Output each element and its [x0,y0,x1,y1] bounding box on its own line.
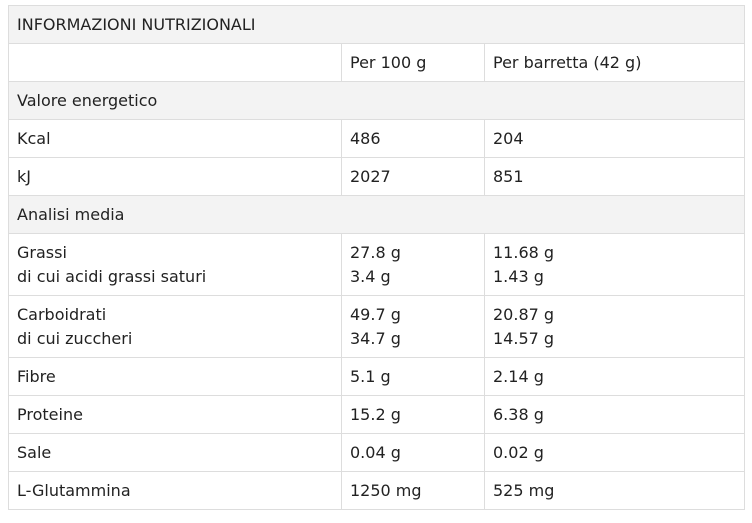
table-row: L-Glutammina 1250 mg 525 mg [8,471,745,510]
value-sub: 3.4 g [350,266,391,286]
table-row: kJ 2027 851 [8,157,745,196]
value-per-100g: 15.2 g [341,395,485,434]
label-main: Grassi [17,242,67,262]
value-per-100g: 486 [341,119,485,158]
value-per-100g: 2027 [341,157,485,196]
table-row: Grassi di cui acidi grassi saturi 27.8 g 3… [8,233,745,296]
value-main: 27.8 g [350,242,401,262]
column-header-empty [8,43,342,82]
row-label: Sale [8,433,342,472]
row-label: Proteine [8,395,342,434]
label-main: Carboidrati [17,304,107,324]
value-per-bar: 851 [484,157,745,196]
row-label: kJ [8,157,342,196]
value-sub: 14.57 g [493,328,555,348]
value-per-100g: 27.8 g 3.4 g [341,233,485,296]
section-row: Valore energetico [8,81,745,120]
nutrition-table: INFORMAZIONI NUTRIZIONALI Per 100 g Per … [8,5,745,510]
value-per-bar: 204 [484,119,745,158]
value-per-bar: 2.14 g [484,357,745,396]
value-sub: 1.43 g [493,266,544,286]
row-label: Carboidrati di cui zuccheri [8,295,342,358]
table-row: Sale 0.04 g 0.02 g [8,433,745,472]
value-per-bar: 525 mg [484,471,745,510]
row-label: L-Glutammina [8,471,342,510]
label-sub: di cui zuccheri [17,328,133,348]
table-row: Proteine 15.2 g 6.38 g [8,395,745,434]
row-label: Fibre [8,357,342,396]
value-per-100g: 0.04 g [341,433,485,472]
value-main: 49.7 g [350,304,401,324]
value-per-bar: 6.38 g [484,395,745,434]
value-per-bar: 11.68 g 1.43 g [484,233,745,296]
value-per-100g: 5.1 g [341,357,485,396]
value-sub: 34.7 g [350,328,401,348]
section-energy: Valore energetico [8,81,745,120]
table-row: Carboidrati di cui zuccheri 49.7 g 34.7 g … [8,295,745,358]
value-main: 11.68 g [493,242,555,262]
label-sub: di cui acidi grassi saturi [17,266,207,286]
table-title: INFORMAZIONI NUTRIZIONALI [8,5,745,44]
value-per-bar: 0.02 g [484,433,745,472]
section-row: Analisi media [8,195,745,234]
value-main: 20.87 g [493,304,555,324]
value-per-100g: 49.7 g 34.7 g [341,295,485,358]
row-label: Kcal [8,119,342,158]
section-analysis: Analisi media [8,195,745,234]
column-header-per-100g: Per 100 g [341,43,485,82]
table-row: Kcal 486 204 [8,119,745,158]
column-header-row: Per 100 g Per barretta (42 g) [8,43,745,82]
table-row: Fibre 5.1 g 2.14 g [8,357,745,396]
value-per-bar: 20.87 g 14.57 g [484,295,745,358]
row-label: Grassi di cui acidi grassi saturi [8,233,342,296]
column-header-per-bar: Per barretta (42 g) [484,43,745,82]
table-title-row: INFORMAZIONI NUTRIZIONALI [8,5,745,44]
value-per-100g: 1250 mg [341,471,485,510]
